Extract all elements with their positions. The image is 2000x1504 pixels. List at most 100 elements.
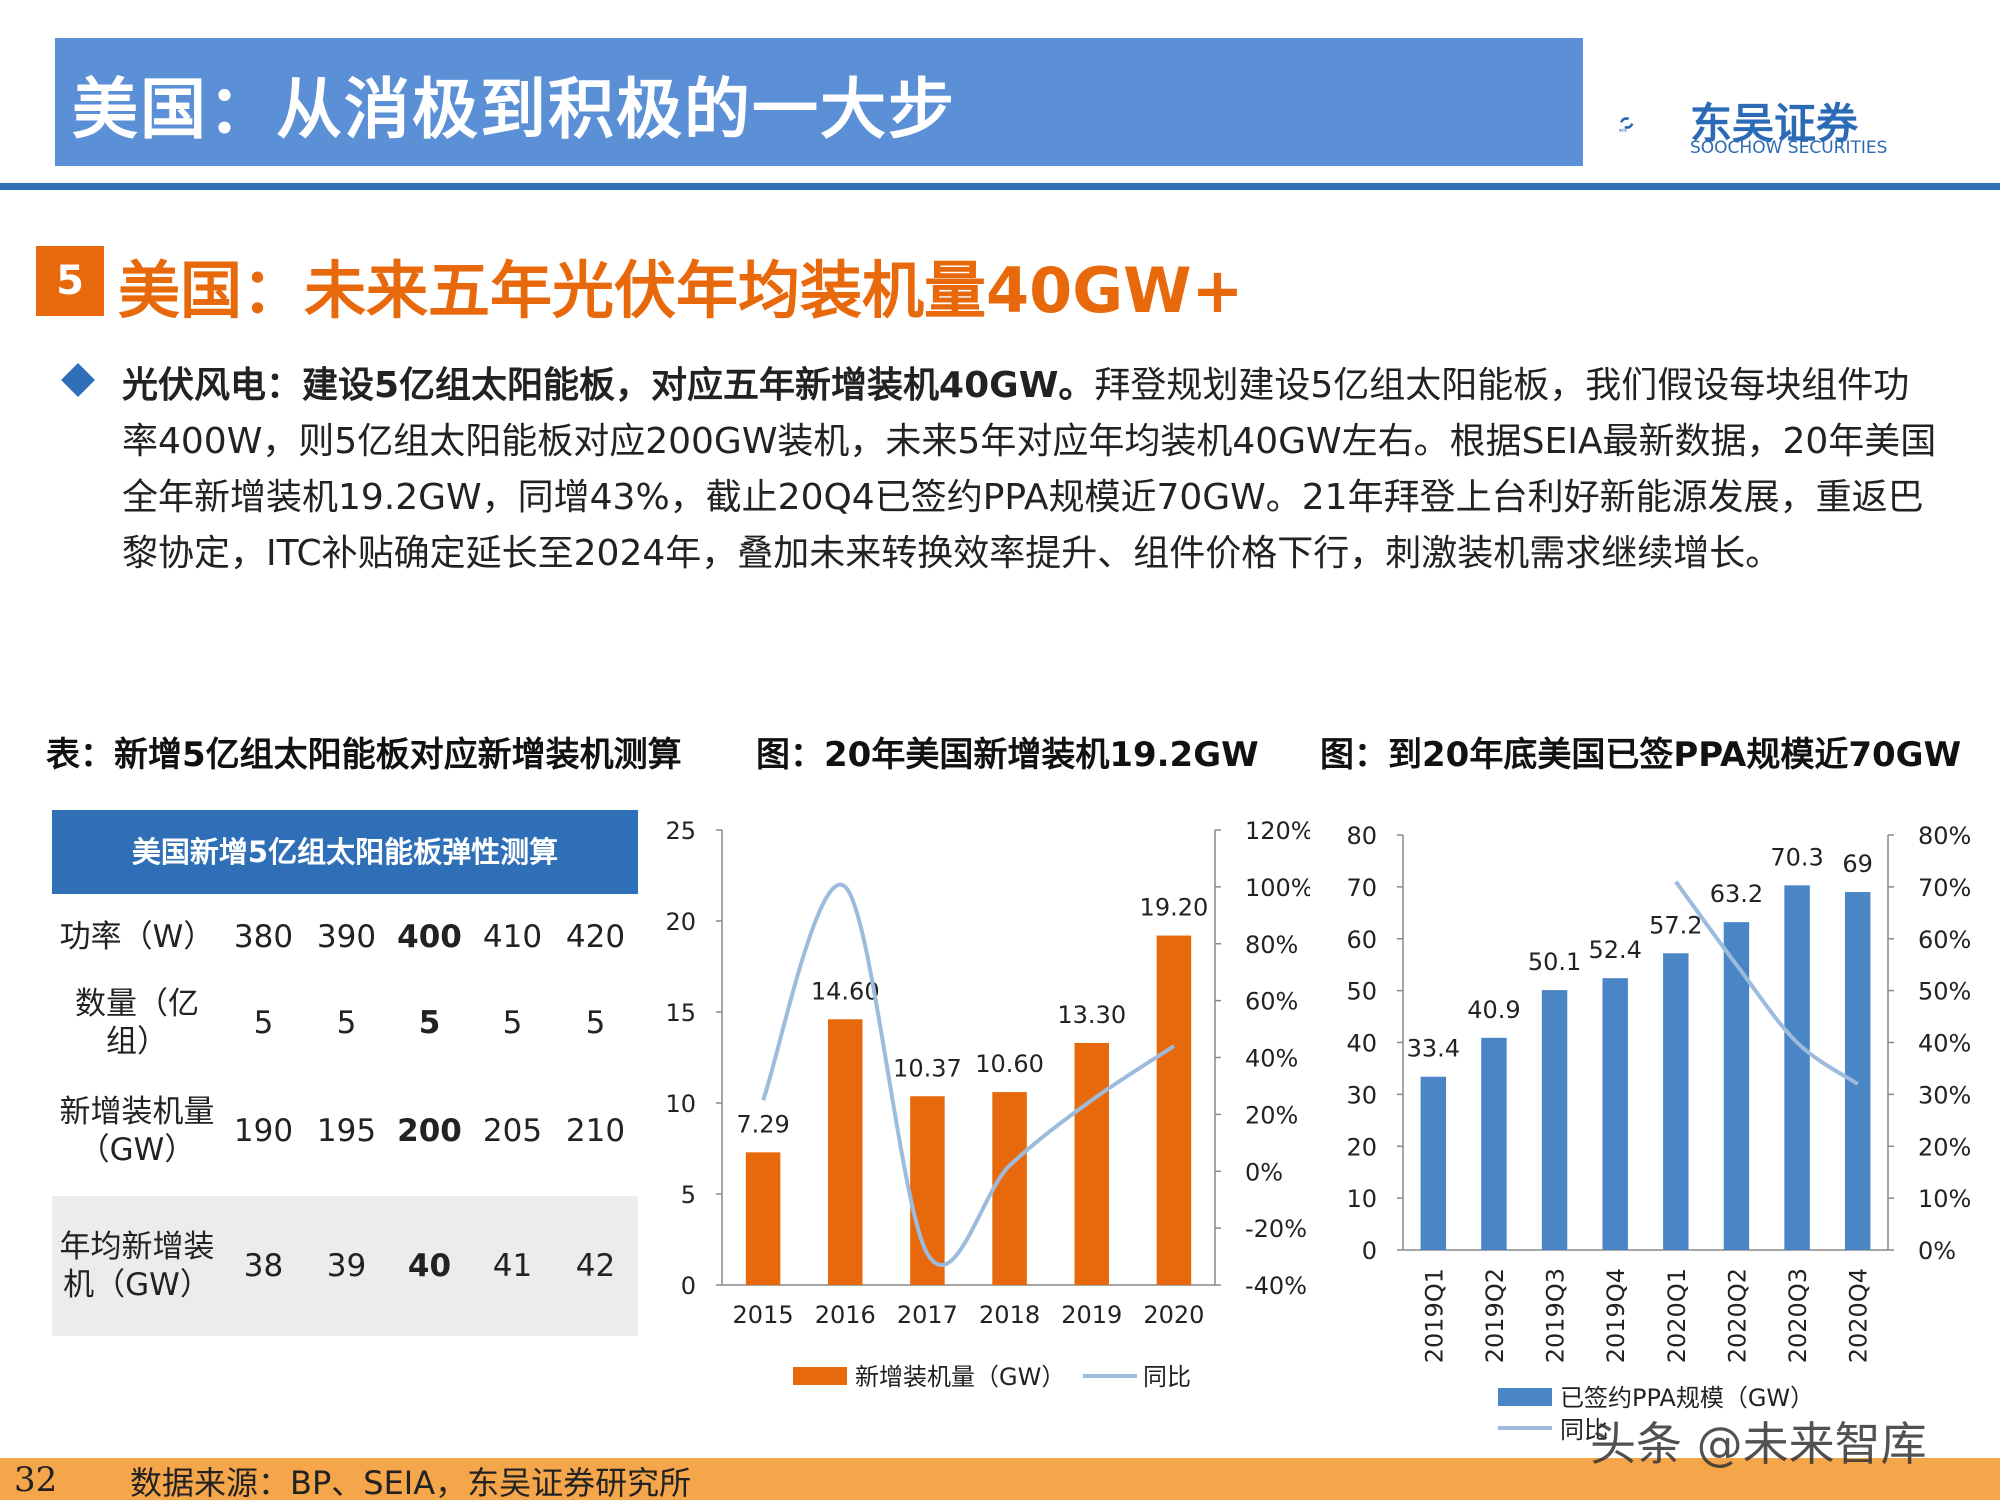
table-cell: 5: [585, 1005, 606, 1041]
data-label: 33.4: [1407, 1035, 1460, 1063]
legend-label: 已签约PPA规模（GW）: [1560, 1384, 1814, 1412]
y2-tick-label: -40%: [1245, 1272, 1307, 1300]
y-tick-label: 30: [1346, 1081, 1377, 1109]
x-tick-label: 2020: [1143, 1301, 1204, 1329]
installations-chart: 0 5 10 15 20 25 -40% -20% 0% 20% 40% 60% 80% 100% 120%…: [665, 817, 1310, 1391]
x-tick-label: 2019Q3: [1542, 1268, 1570, 1363]
page-number: 32: [14, 1460, 58, 1500]
table-row: 新增装机量（GW） 190 195 200 205 210: [52, 1066, 638, 1196]
table-cell: 410: [482, 919, 543, 955]
table-cell: 5: [418, 1005, 441, 1041]
y2-tick-label: 120%: [1245, 817, 1310, 845]
y-tick-label: 0: [681, 1272, 696, 1300]
x-tick-label: 2015: [733, 1301, 794, 1329]
x-tick-label: 2018: [979, 1301, 1040, 1329]
row-label: 年均新增装机（GW）: [59, 1229, 215, 1303]
data-label: 19.20: [1140, 894, 1209, 922]
data-label: 69: [1842, 850, 1873, 878]
table-row: 年均新增装机（GW） 38 39 40 41 42: [52, 1196, 638, 1336]
table-row: 数量（亿组） 5 5 5 5 5: [52, 980, 638, 1066]
legend-swatch-bar: [1498, 1388, 1552, 1406]
table-cell: 200: [397, 1113, 462, 1149]
y-tick-label: 50: [1346, 978, 1377, 1006]
y2-tick-label: 0%: [1918, 1237, 1956, 1265]
legend-label: 新增装机量（GW）: [855, 1363, 1065, 1391]
y2-tick-label: 80%: [1918, 822, 1971, 850]
y2-tick-label: -20%: [1245, 1215, 1307, 1243]
data-label: 70.3: [1770, 843, 1823, 871]
table-cell: 205: [482, 1113, 543, 1149]
bar: [1602, 978, 1628, 1250]
y-tick-label: 10: [1346, 1185, 1377, 1213]
y2-tick-label: 20%: [1918, 1133, 1971, 1161]
x-tick-label: 2019Q2: [1481, 1268, 1509, 1363]
x-tick-label: 2019Q4: [1602, 1268, 1630, 1363]
y-tick-label: 20: [665, 908, 696, 936]
y2-tick-label: 20%: [1245, 1101, 1298, 1129]
table-cell: 400: [397, 919, 462, 955]
chart1-caption: 图：20年美国新增装机19.2GW: [756, 735, 1259, 775]
table-cell: 39: [326, 1248, 367, 1284]
data-source: 数据来源：BP、SEIA，东吴证券研究所: [130, 1464, 692, 1502]
table-cell: 41: [492, 1248, 533, 1284]
table-cell: 390: [316, 919, 377, 955]
svg-text:SCS: SCS: [1619, 128, 1627, 132]
watermark: 头条 @未来智库: [1590, 1417, 1927, 1471]
bar: [1844, 892, 1871, 1250]
table-row: 功率（W） 380 390 400 410 420: [52, 894, 638, 980]
body-paragraph: 光伏风电：建设5亿组太阳能板，对应五年新增装机40GW。拜登规划建设5亿组太阳能…: [122, 358, 1942, 582]
bar: [1784, 885, 1810, 1250]
y-tick-label: 0: [1362, 1237, 1377, 1265]
x-tick-label: 2020Q2: [1723, 1268, 1751, 1363]
bar: [827, 1019, 863, 1285]
y2-tick-label: 50%: [1918, 978, 1971, 1006]
x-tick-label: 2020Q4: [1845, 1268, 1873, 1363]
table-cell: 195: [316, 1113, 377, 1149]
y2-tick-label: 40%: [1918, 1030, 1971, 1058]
y-tick-label: 25: [665, 817, 696, 845]
y2-tick-label: 30%: [1918, 1081, 1971, 1109]
paragraph-lead: 光伏风电：建设5亿组太阳能板，对应五年新增装机40GW。: [122, 365, 1095, 406]
row-label: 数量（亿组）: [75, 986, 199, 1060]
paragraph-body: 拜登规划建设5亿组太阳能板，我们假设每块组件功率400W，则5亿组太阳能板对应2…: [122, 365, 1937, 574]
table-cell: 190: [233, 1113, 294, 1149]
legend-label: 同比: [1143, 1363, 1191, 1391]
data-label: 14.60: [811, 977, 880, 1005]
table-cell: 420: [565, 919, 626, 955]
x-tick-label: 2020Q1: [1663, 1268, 1691, 1363]
table-cell: 5: [253, 1005, 274, 1041]
x-tick-label: 2020Q3: [1784, 1268, 1812, 1363]
table-caption: 表：新增5亿组太阳能板对应新增装机测算: [46, 735, 682, 775]
data-label: 57.2: [1649, 911, 1702, 939]
logo-english: SOOCHOW SECURITIES: [1690, 138, 1888, 158]
y-tick-label: 70: [1346, 874, 1377, 902]
bar: [1420, 1076, 1447, 1250]
data-label: 40.9: [1467, 996, 1520, 1024]
data-label: 10.60: [975, 1050, 1044, 1078]
bar: [1481, 1037, 1507, 1250]
y2-tick-label: 100%: [1245, 874, 1310, 902]
data-label: 52.4: [1588, 936, 1641, 964]
table-header: 美国新增5亿组太阳能板弹性测算: [52, 810, 638, 894]
legend-swatch-bar: [793, 1367, 847, 1385]
data-label: 63.2: [1710, 880, 1763, 908]
y-tick-label: 10: [665, 1090, 696, 1118]
table-cell: 210: [565, 1113, 626, 1149]
y2-tick-label: 60%: [1918, 926, 1971, 954]
table-cell: 5: [336, 1005, 357, 1041]
y-tick-label: 40: [1346, 1030, 1377, 1058]
y-tick-label: 20: [1346, 1133, 1377, 1161]
company-logo-icon: SCS: [1619, 117, 1634, 132]
header-divider: [0, 183, 2000, 190]
bar: [1074, 1042, 1110, 1285]
bar: [745, 1152, 781, 1285]
x-tick-label: 2017: [897, 1301, 958, 1329]
row-label: 新增装机量（GW）: [59, 1094, 215, 1168]
table-cell: 40: [407, 1248, 452, 1284]
page-title: 美国：从消极到积极的一大步: [72, 71, 956, 148]
x-tick-label: 2016: [815, 1301, 876, 1329]
legend-label: 同比: [1560, 1416, 1608, 1444]
data-label: 13.30: [1057, 1001, 1126, 1029]
elasticity-table: 美国新增5亿组太阳能板弹性测算 功率（W） 380 390 400 410 42…: [52, 810, 638, 1336]
y-tick-label: 60: [1346, 926, 1377, 954]
